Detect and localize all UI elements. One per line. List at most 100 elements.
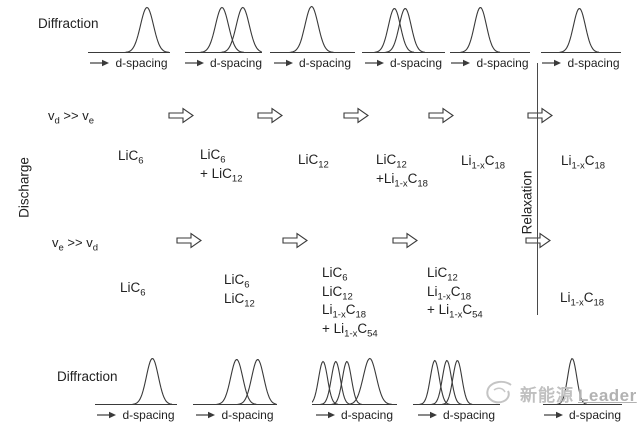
watermark-text-cn: 新能源 (520, 386, 574, 405)
d-spacing-label-group: d-spacing (312, 408, 397, 422)
diffraction-peaks-plot (88, 6, 170, 53)
diffraction-peaks-plot (541, 8, 621, 53)
d-spacing-label-group: d-spacing (450, 56, 530, 70)
phase-formula: + LiC12 (200, 165, 243, 185)
d-spacing-label: d-spacing (298, 56, 352, 70)
right-arrow-icon (273, 59, 293, 67)
watermark-text-en: Leader (578, 386, 637, 405)
d-spacing-label-group: d-spacing (184, 56, 262, 70)
right-arrow-icon (196, 411, 216, 419)
block-arrow-icon (257, 107, 283, 129)
diffraction-peak (347, 357, 392, 405)
watermark-logo (486, 380, 512, 404)
phase-formula: LiC12 (427, 265, 458, 284)
diffraction-label-top: Diffraction (38, 16, 99, 31)
d-spacing-label: d-spacing (476, 56, 529, 70)
d-spacing-label-group: d-spacing (362, 56, 445, 70)
phase-label: Li1-xC18 (560, 289, 604, 308)
diffraction-peaks-plot (95, 358, 177, 405)
right-arrow-icon (97, 411, 117, 419)
phase-formula: LiC6 (200, 147, 226, 166)
discharge-axis-label: Discharge (16, 157, 32, 218)
phase-formula: LiC6 (322, 265, 348, 284)
d-spacing-label-group: d-spacing (95, 408, 177, 422)
block-arrow-icon (525, 232, 551, 254)
diffraction-peak (441, 359, 473, 405)
d-spacing-label-group: d-spacing (270, 56, 355, 70)
diffraction-peak (373, 8, 415, 53)
diffraction-peak (331, 360, 362, 405)
d-spacing-label: d-spacing (340, 408, 394, 422)
diffraction-peak (459, 7, 501, 53)
block-arrow-icon (392, 232, 418, 254)
d-spacing-label: d-spacing (221, 408, 274, 422)
rate-condition-row2: ve >> vd (52, 235, 99, 254)
diffraction-peak (199, 6, 244, 53)
watermark: 新能源 Leader (484, 380, 637, 406)
phase-formula: LiC12 (224, 290, 255, 310)
d-spacing-label-group: d-spacing (193, 408, 277, 422)
diffraction-panel: d-spacing (193, 354, 277, 422)
block-arrow-icon (343, 107, 369, 129)
diffraction-peaks-plot (312, 357, 397, 405)
diffraction-panel: d-spacing (312, 354, 397, 422)
diffraction-peaks-plot (193, 359, 277, 405)
diffraction-peaks-plot (450, 7, 530, 53)
phase-label: LiC6 (118, 147, 144, 166)
d-spacing-label: d-spacing (442, 408, 496, 422)
phase-label: LiC12 Li1-xC18 + Li1-xC54 (427, 264, 483, 320)
phase-formula: Li1-xC18 (560, 290, 605, 309)
diffraction-peaks-plot (362, 8, 445, 53)
block-arrow-icon (176, 232, 202, 254)
diffraction-peak (556, 357, 588, 405)
diffraction-peak (289, 5, 334, 53)
d-spacing-label: d-spacing (115, 56, 168, 70)
phase-label: Li1-xC18 (461, 152, 505, 171)
phase-formula: + Li1-xC54 (427, 302, 483, 321)
diffraction-peak (131, 358, 173, 405)
diffraction-panel: d-spacing (184, 2, 262, 70)
diffraction-peak (384, 8, 425, 53)
right-arrow-icon (542, 59, 562, 67)
d-spacing-label-group: d-spacing (541, 56, 621, 70)
diffraction-panel: d-spacing (413, 354, 500, 422)
diffraction-panel: d-spacing (88, 2, 170, 70)
diffraction-label-bottom: Diffraction (57, 369, 118, 384)
diffraction-peak (237, 359, 277, 405)
right-arrow-icon (315, 411, 335, 419)
phase-formula: LiC6 (118, 148, 144, 167)
phase-label: LiC12 +Li1-xC18 (376, 151, 428, 188)
diffraction-row-top: d-spacing d-spacing d-spacing d-spacing d-sp… (0, 2, 640, 72)
phase-label: LiC6 + LiC12 (200, 146, 242, 183)
phase-formula: Li1-xC18 (461, 153, 506, 172)
right-arrow-icon (90, 59, 110, 67)
diffraction-peaks-plot (185, 6, 262, 53)
phase-label: LiC6 LiC12 Li1-xC18 + Li1-xC54 (322, 264, 378, 338)
phase-label: Li1-xC18 (561, 152, 605, 171)
phase-formula: LiC12 (322, 283, 353, 303)
diffraction-peaks-plot (413, 359, 500, 405)
phase-formula: + Li1-xC54 (322, 320, 378, 340)
d-spacing-label-group: d-spacing (88, 56, 170, 70)
diffraction-panel: d-spacing (270, 2, 355, 70)
phase-formula: +Li1-xC18 (376, 170, 428, 190)
block-arrow-icon (168, 107, 194, 129)
phase-label: LiC6 LiC12 (224, 271, 255, 308)
phase-formula: Li1-xC18 (427, 283, 472, 303)
diffraction-panel: d-spacing (543, 354, 622, 422)
diffraction-row-bottom: d-spacing d-spacing d-spacing d-spacing d-sp… (0, 354, 640, 424)
relaxation-divider-line (537, 63, 538, 315)
rate-condition-row1: vd >> ve (48, 108, 95, 127)
d-spacing-label: d-spacing (389, 56, 443, 70)
diffraction-peaks-plot (270, 5, 355, 53)
phase-formula: LiC6 (120, 280, 146, 299)
right-arrow-icon (543, 411, 563, 419)
phase-formula: Li1-xC18 (561, 153, 606, 172)
block-arrow-icon (428, 107, 454, 129)
diffraction-peaks-plot (543, 357, 622, 405)
d-spacing-label: d-spacing (568, 408, 622, 422)
diffraction-peak (419, 359, 450, 405)
block-arrow-icon (282, 232, 308, 254)
d-spacing-label: d-spacing (122, 408, 175, 422)
